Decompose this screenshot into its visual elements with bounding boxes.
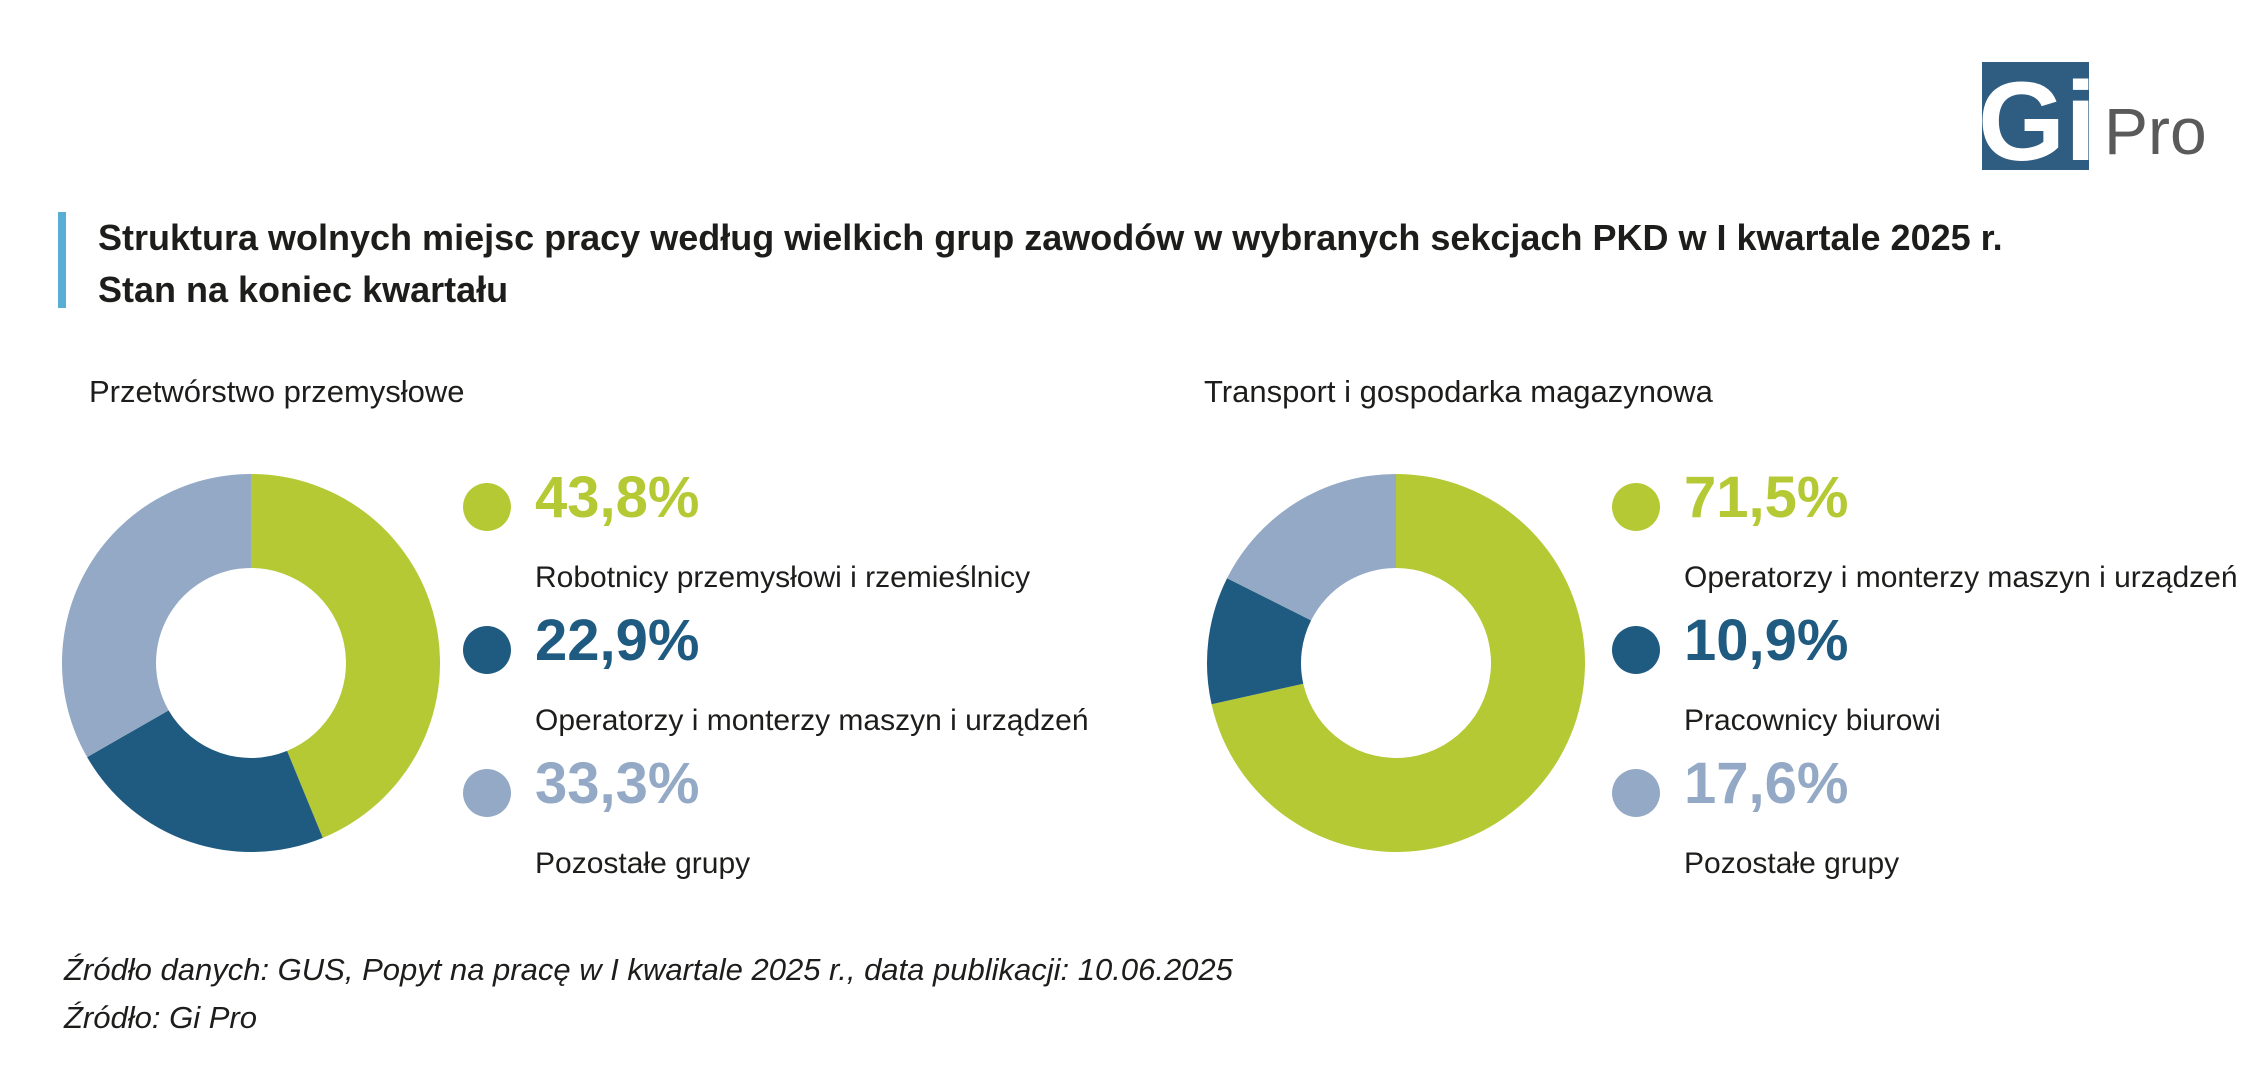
legend-value: 10,9% <box>1684 608 1849 673</box>
donut-slice <box>1227 474 1396 621</box>
legend-value: 17,6% <box>1684 751 1849 816</box>
legend-dot-dark-blue <box>463 626 511 674</box>
legend-label: Pracownicy biurowi <box>1684 704 1941 737</box>
legend-value: 22,9% <box>535 608 700 673</box>
donut-slice <box>251 474 440 838</box>
source-note: Źródło: Gi Pro <box>64 1000 257 1035</box>
gi-logo-icon: Gi <box>1982 62 2089 170</box>
legend-value: 33,3% <box>535 751 700 816</box>
legend-label: Operatorzy i monterzy maszyn i urządzeń <box>535 704 1089 737</box>
legend-dot-light-blue <box>463 769 511 817</box>
legend-label: Robotnicy przemysłowi i rzemieślnicy <box>535 561 1031 594</box>
legend-dot-dark-blue <box>1612 626 1660 674</box>
gi-pro-logo: Gi Pro <box>1982 62 2207 172</box>
legend-label: Pozostałe grupy <box>1684 847 1900 880</box>
donut-slice <box>61 474 252 758</box>
chart-title: Struktura wolnych miejsc pracy według wi… <box>98 212 2198 316</box>
logo-mark-text: Gi <box>1982 62 2089 170</box>
legend-label: Pozostałe grupy <box>535 847 751 880</box>
legend-label: Operatorzy i monterzy maszyn i urządzeń <box>1684 561 2238 594</box>
title-accent-bar <box>58 212 66 308</box>
donut-chart-manufacturing <box>61 474 440 852</box>
donut-chart-transport <box>1207 474 1585 852</box>
legend-value: 71,5% <box>1684 465 1849 530</box>
panel-title-manufacturing: Przetwórstwo przemysłowe <box>89 374 465 409</box>
source-data-note: Źródło danych: GUS, Popyt na pracę w I k… <box>64 952 1233 987</box>
donut-slice <box>1207 578 1312 705</box>
legend-value: 43,8% <box>535 465 700 530</box>
legend-dot-green <box>463 483 511 531</box>
donut-slice <box>87 710 323 852</box>
chart-title-line1: Struktura wolnych miejsc pracy według wi… <box>98 217 2003 258</box>
logo-mark: Gi <box>1982 62 2089 170</box>
legend-dot-green <box>1612 483 1660 531</box>
chart-title-line2: Stan na koniec kwartału <box>98 269 509 310</box>
donut-slice <box>1211 474 1585 852</box>
panel-title-transport: Transport i gospodarka magazynowa <box>1204 374 1713 409</box>
logo-text: Pro <box>2104 94 2207 168</box>
legend-dot-light-blue <box>1612 769 1660 817</box>
